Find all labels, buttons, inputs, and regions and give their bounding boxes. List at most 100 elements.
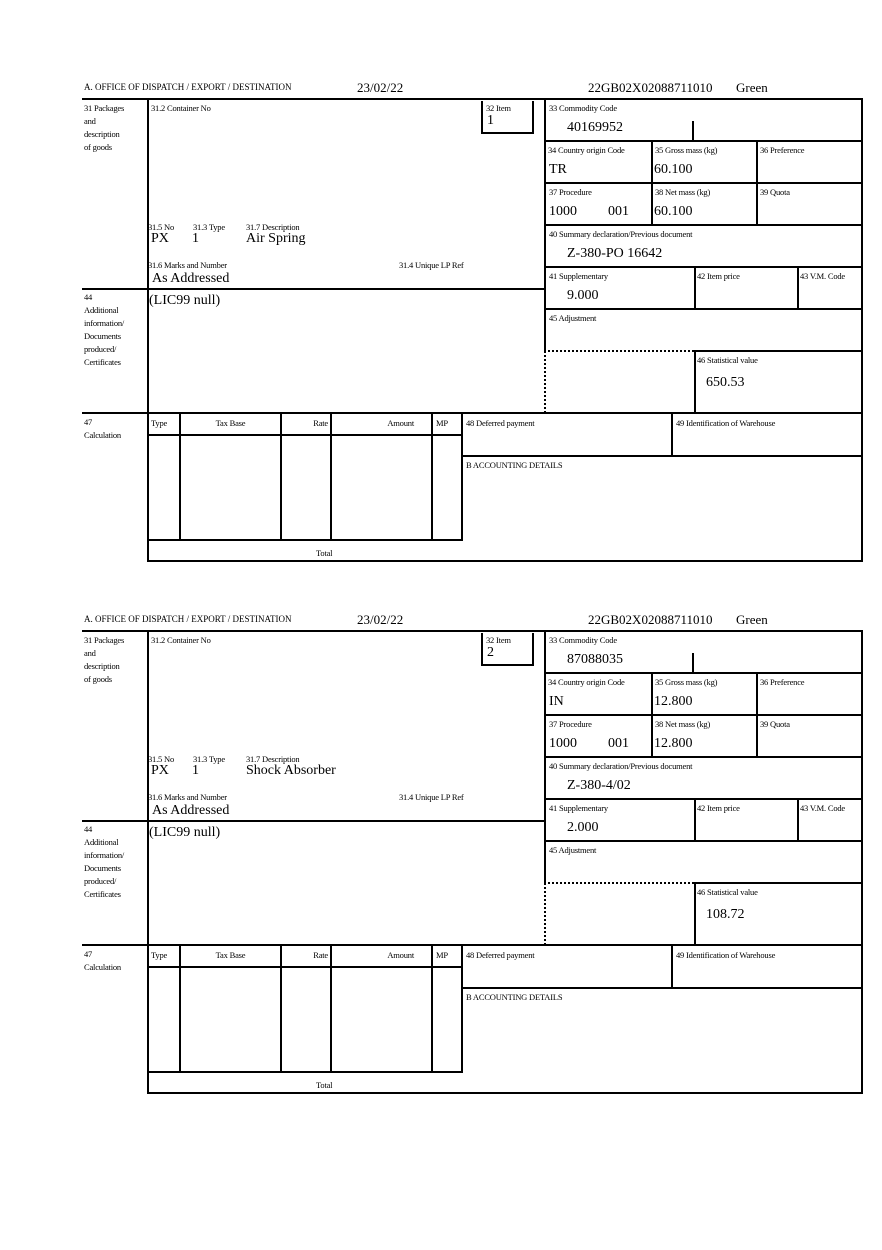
divider [179, 413, 181, 540]
divider [671, 945, 673, 988]
label-line: information/ [84, 318, 125, 328]
pkg-desc-value: Shock Absorber [246, 763, 336, 778]
commodity-code-label: 33 Commodity Code [549, 635, 617, 645]
divider [544, 840, 862, 842]
marks-value: As Addressed [152, 271, 230, 286]
calc-amount-header: Amount [387, 418, 414, 428]
declaration-date: 23/02/22 [357, 80, 404, 95]
calc-mp-header: MP [436, 418, 448, 428]
pkg-type-value: 1 [192, 231, 199, 246]
item-price-label: 42 Item price [697, 803, 740, 813]
divider [694, 882, 696, 945]
unique-ref-label: 31.4 Unique LP Ref [399, 792, 464, 802]
unique-ref-label: 31.4 Unique LP Ref [399, 260, 464, 270]
summary-decl-label: 40 Summary declaration/Previous document [549, 229, 693, 239]
country-origin-label: 34 Country origin Code [548, 145, 625, 155]
divider [694, 882, 862, 884]
gross-mass-value: 12.800 [654, 694, 693, 709]
packages-label: 31 Packages and description of goods [84, 102, 124, 154]
divider [147, 539, 463, 541]
adjustment-label: 45 Adjustment [549, 313, 597, 323]
statistical-value-label: 46 Statistical value [697, 887, 758, 897]
net-mass-value: 60.100 [654, 204, 693, 219]
declaration-date: 23/02/22 [357, 612, 404, 627]
accounting-details-label: B ACCOUNTING DETAILS [466, 460, 563, 470]
summary-decl-value: Z-380-PO 16642 [567, 246, 663, 261]
label-line: Calculation [84, 962, 121, 972]
calculation-label: 47 Calculation [84, 948, 121, 974]
calc-tax-base-header: Tax Base [215, 950, 246, 960]
pkg-type-label: 31.3 Type [193, 222, 225, 232]
item-block: A. OFFICE OF DISPATCH / EXPORT / DESTINA… [0, 532, 882, 1094]
additional-info-value: (LIC99 null) [149, 293, 221, 308]
office-heading: A. OFFICE OF DISPATCH / EXPORT / DESTINA… [84, 614, 292, 624]
marks-label: 31.6 Marks and Number [148, 792, 227, 802]
label-line: Calculation [84, 430, 121, 440]
divider [544, 224, 862, 226]
calc-type-header: Type [151, 950, 168, 960]
summary-decl-label: 40 Summary declaration/Previous document [549, 761, 693, 771]
item-box-border [481, 633, 483, 665]
commodity-code-label: 33 Commodity Code [549, 103, 617, 113]
country-origin-value: TR [549, 162, 567, 177]
summary-decl-value: Z-380-4/02 [567, 778, 631, 793]
divider [544, 798, 862, 800]
item-box-border [481, 664, 534, 666]
marks-value: As Addressed [152, 803, 230, 818]
commodity-code-value: 40169952 [567, 120, 623, 135]
divider [651, 672, 653, 756]
gross-mass-label: 35 Gross mass (kg) [655, 677, 718, 687]
divider [431, 413, 433, 540]
divider [179, 945, 181, 1072]
calc-mp-header: MP [436, 950, 448, 960]
item-number: 2 [487, 645, 494, 660]
dotted-divider [544, 351, 546, 413]
calc-type-header: Type [151, 418, 168, 428]
pkg-no-value: PX [151, 763, 169, 778]
divider [82, 288, 545, 290]
additional-info-label: 44 Additional information/ Documents pro… [84, 823, 124, 901]
divider [692, 653, 694, 672]
divider [544, 672, 862, 674]
item-number: 1 [487, 113, 494, 128]
calc-rate-header: Rate [313, 418, 328, 428]
divider [147, 434, 463, 436]
supplementary-label: 41 Supplementary [549, 271, 608, 281]
divider [797, 266, 799, 308]
pkg-no-value: PX [151, 231, 169, 246]
pkg-no-label: 31.5 No [148, 754, 174, 764]
border-left [147, 98, 149, 562]
border-bottom [147, 1092, 863, 1094]
dotted-divider [544, 882, 694, 884]
divider [544, 714, 862, 716]
divider [461, 945, 463, 1072]
route-status: Green [736, 80, 768, 95]
divider [671, 413, 673, 456]
label-line: information/ [84, 850, 125, 860]
quota-label: 39 Quota [760, 187, 790, 197]
procedure-label: 37 Procedure [549, 719, 592, 729]
label-line: description [84, 129, 120, 139]
procedure-extra-value: 001 [608, 736, 629, 751]
divider [544, 266, 862, 268]
net-mass-value: 12.800 [654, 736, 693, 751]
label-line: and [84, 116, 96, 126]
dotted-divider [544, 883, 546, 945]
label-line: produced/ [84, 876, 117, 886]
country-origin-value: IN [549, 694, 564, 709]
calc-amount-header: Amount [387, 950, 414, 960]
container-no-label: 31.2 Container No [151, 103, 211, 113]
adjustment-label: 45 Adjustment [549, 845, 597, 855]
additional-info-value: (LIC99 null) [149, 825, 221, 840]
gross-mass-label: 35 Gross mass (kg) [655, 145, 718, 155]
label-line: description [84, 661, 120, 671]
declaration-reference: 22GB02X02088711010 [588, 80, 713, 95]
divider [544, 756, 862, 758]
warehouse-label: 49 Identification of Warehouse [676, 950, 776, 960]
calculation-label: 47 Calculation [84, 416, 121, 442]
item-label: 32 Item [486, 635, 511, 645]
calc-tax-base-header: Tax Base [215, 418, 246, 428]
label-line: 44 [84, 292, 93, 302]
quota-label: 39 Quota [760, 719, 790, 729]
